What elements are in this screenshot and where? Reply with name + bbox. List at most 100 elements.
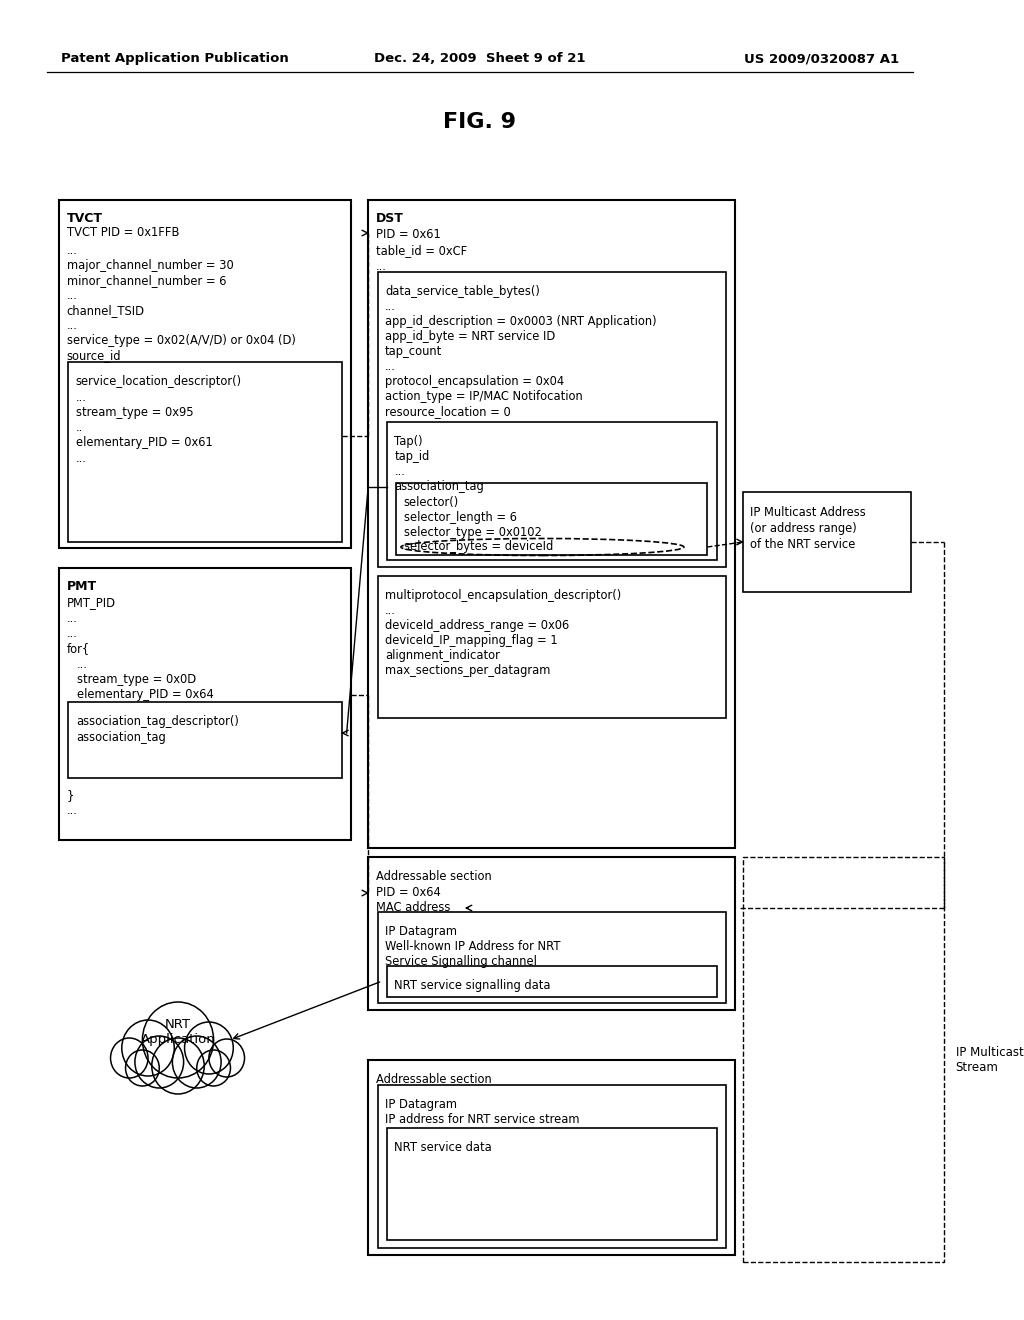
- Bar: [59, 201, 351, 548]
- Text: ...: ...: [385, 605, 396, 616]
- Text: app_id_byte = NRT service ID: app_id_byte = NRT service ID: [385, 330, 555, 343]
- Text: table_id = 0xCF: table_id = 0xCF: [376, 244, 467, 257]
- Text: MAC address: MAC address: [376, 902, 451, 913]
- Bar: [378, 912, 726, 1003]
- Text: minor_channel_number = 6: minor_channel_number = 6: [67, 275, 226, 286]
- Circle shape: [197, 1049, 230, 1086]
- Text: IP Datagram: IP Datagram: [385, 925, 457, 939]
- Bar: [396, 483, 708, 554]
- Text: Patent Application Publication: Patent Application Publication: [60, 51, 289, 65]
- Text: TVCT: TVCT: [67, 213, 102, 224]
- Text: (or address range): (or address range): [751, 521, 857, 535]
- Bar: [743, 857, 944, 1262]
- Text: association_tag: association_tag: [394, 480, 484, 492]
- Text: deviceId_IP_mapping_flag = 1: deviceId_IP_mapping_flag = 1: [385, 634, 558, 647]
- Circle shape: [184, 1022, 233, 1074]
- Text: NRT service data: NRT service data: [394, 1140, 493, 1154]
- Text: alignment_indicator: alignment_indicator: [385, 649, 500, 663]
- Text: ..: ..: [76, 421, 83, 434]
- Text: stream_type = 0x0D: stream_type = 0x0D: [77, 673, 196, 686]
- Text: major_channel_number = 30: major_channel_number = 30: [67, 259, 233, 272]
- Text: PID = 0x61: PID = 0x61: [376, 228, 440, 242]
- Text: of the NRT service: of the NRT service: [751, 539, 856, 550]
- Text: Addressable section: Addressable section: [376, 870, 492, 883]
- Circle shape: [122, 1020, 174, 1076]
- Text: stream_type = 0x95: stream_type = 0x95: [76, 407, 194, 418]
- Text: multiprotocol_encapsulation_descriptor(): multiprotocol_encapsulation_descriptor(): [385, 589, 622, 602]
- Bar: [387, 422, 717, 560]
- Text: elementary_PID = 0x61: elementary_PID = 0x61: [76, 436, 213, 449]
- Text: Well-known IP Address for NRT: Well-known IP Address for NRT: [385, 940, 560, 953]
- Text: ...: ...: [67, 319, 78, 333]
- Text: ...: ...: [77, 657, 88, 671]
- Text: IP address for NRT service stream: IP address for NRT service stream: [385, 1113, 580, 1126]
- Text: ...: ...: [385, 360, 396, 374]
- Text: app_id_description = 0x0003 (NRT Application): app_id_description = 0x0003 (NRT Applica…: [385, 315, 656, 327]
- Text: protocol_encapsulation = 0x04: protocol_encapsulation = 0x04: [385, 375, 564, 388]
- Text: service_type = 0x02(A/V/D) or 0x04 (D): service_type = 0x02(A/V/D) or 0x04 (D): [67, 334, 295, 347]
- Bar: [369, 857, 735, 1010]
- Text: association_tag_descriptor(): association_tag_descriptor(): [76, 715, 239, 729]
- Text: selector_length = 6: selector_length = 6: [403, 511, 517, 524]
- Text: tap_id: tap_id: [394, 450, 430, 463]
- Text: for{: for{: [67, 642, 90, 655]
- Text: Addressable section: Addressable section: [376, 1073, 492, 1086]
- Circle shape: [142, 1002, 214, 1078]
- Bar: [378, 576, 726, 718]
- Text: NRT service signalling data: NRT service signalling data: [394, 979, 551, 993]
- Bar: [59, 568, 351, 840]
- Text: action_type = IP/MAC Notifocation: action_type = IP/MAC Notifocation: [385, 389, 583, 403]
- Text: selector_type = 0x0102: selector_type = 0x0102: [403, 525, 542, 539]
- Bar: [387, 966, 717, 997]
- Text: ...: ...: [67, 289, 78, 302]
- Text: association_tag: association_tag: [76, 731, 166, 744]
- Circle shape: [126, 1049, 160, 1086]
- Circle shape: [111, 1038, 148, 1078]
- Text: PMT: PMT: [67, 579, 96, 593]
- Text: US 2009/0320087 A1: US 2009/0320087 A1: [744, 51, 899, 65]
- Text: ...: ...: [76, 391, 87, 404]
- Bar: [369, 201, 735, 847]
- Text: Dec. 24, 2009  Sheet 9 of 21: Dec. 24, 2009 Sheet 9 of 21: [374, 51, 586, 65]
- Text: IP Multicast
Stream: IP Multicast Stream: [955, 1045, 1023, 1074]
- Text: selector_bytes = deviceId: selector_bytes = deviceId: [403, 540, 553, 553]
- Text: Tap(): Tap(): [394, 436, 423, 447]
- Bar: [369, 1060, 735, 1255]
- Text: service_location_descriptor(): service_location_descriptor(): [76, 375, 242, 388]
- Text: NRT
Application: NRT Application: [140, 1018, 215, 1045]
- Text: }: }: [67, 789, 74, 803]
- Text: ...: ...: [76, 451, 87, 465]
- Text: TVCT PID = 0x1FFB: TVCT PID = 0x1FFB: [67, 226, 179, 239]
- Text: ...: ...: [385, 300, 396, 313]
- Text: source_id: source_id: [67, 348, 121, 362]
- Text: channel_TSID: channel_TSID: [67, 304, 144, 317]
- Text: ...: ...: [67, 612, 78, 624]
- Text: ...: ...: [376, 260, 386, 273]
- Text: ...: ...: [394, 465, 406, 478]
- Text: IP Multicast Address: IP Multicast Address: [751, 506, 866, 519]
- Text: PID = 0x64: PID = 0x64: [376, 886, 440, 899]
- Bar: [69, 362, 342, 543]
- Text: PMT_PID: PMT_PID: [67, 597, 116, 609]
- Text: ...: ...: [67, 244, 78, 257]
- Text: DST: DST: [376, 213, 403, 224]
- Text: FIG. 9: FIG. 9: [443, 112, 516, 132]
- Circle shape: [172, 1036, 221, 1088]
- Bar: [387, 1129, 717, 1239]
- Bar: [69, 702, 342, 777]
- Text: data_service_table_bytes(): data_service_table_bytes(): [385, 285, 540, 298]
- Circle shape: [152, 1038, 204, 1094]
- Text: tap_count: tap_count: [385, 345, 442, 358]
- Bar: [743, 492, 910, 591]
- Text: resource_location = 0: resource_location = 0: [385, 405, 511, 418]
- Text: Service Signalling channel: Service Signalling channel: [385, 954, 537, 968]
- Text: ...: ...: [67, 804, 78, 817]
- Circle shape: [135, 1036, 183, 1088]
- Text: max_sections_per_datagram: max_sections_per_datagram: [385, 664, 551, 677]
- Circle shape: [209, 1039, 245, 1077]
- Text: IP Datagram: IP Datagram: [385, 1098, 457, 1111]
- Text: elementary_PID = 0x64: elementary_PID = 0x64: [77, 688, 214, 701]
- Bar: [378, 1085, 726, 1247]
- Text: deviceId_address_range = 0x06: deviceId_address_range = 0x06: [385, 619, 569, 632]
- Text: ...: ...: [67, 627, 78, 640]
